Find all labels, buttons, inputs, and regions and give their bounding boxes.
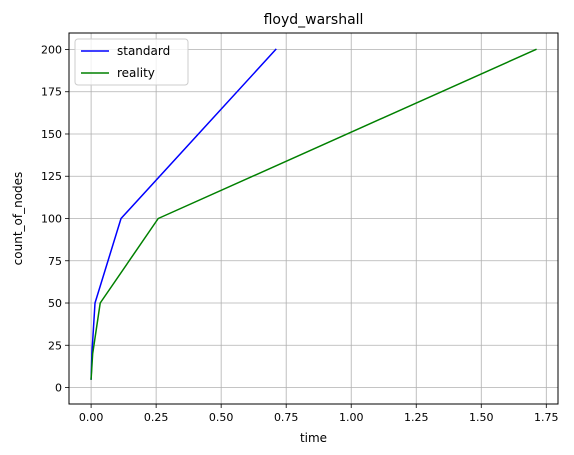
x-tick-label: 0.25 [144,411,169,424]
legend: standard reality [74,38,189,86]
x-axis-label: time [300,431,327,445]
x-tick-label: 1.00 [339,411,364,424]
y-tick-label: 100 [41,213,62,226]
y-axis-label: count_of_nodes [11,172,25,266]
y-tick-label: 175 [41,86,62,99]
x-tick-label: 0.00 [79,411,104,424]
x-tick-label: 0.50 [209,411,234,424]
y-tick-label: 75 [48,255,62,268]
y-tick-label: 200 [41,43,62,56]
x-tick-label: 1.75 [534,411,559,424]
y-tick-label: 50 [48,297,62,310]
y-axis-ticks: 0 25 50 75 100 125 150 175 200 [41,43,69,395]
legend-label-standard: standard [117,44,170,58]
y-tick-label: 25 [48,339,62,352]
chart-title: floyd_warshall [264,12,364,28]
series-lines [90,48,537,380]
x-tick-label: 1.25 [404,411,429,424]
y-tick-label: 150 [41,128,62,141]
legend-label-reality: reality [117,66,155,80]
x-axis-ticks: 0.00 0.25 0.50 0.75 1.00 1.25 1.50 1.75 [79,404,559,424]
grid-lines [69,33,558,404]
y-tick-label: 125 [41,170,62,183]
y-tick-label: 0 [55,382,62,395]
series-line-reality [90,48,537,380]
x-tick-label: 0.75 [274,411,299,424]
x-tick-label: 1.50 [469,411,494,424]
